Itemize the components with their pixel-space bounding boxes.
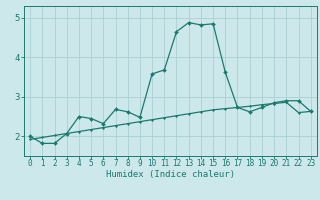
X-axis label: Humidex (Indice chaleur): Humidex (Indice chaleur) [106,170,235,179]
